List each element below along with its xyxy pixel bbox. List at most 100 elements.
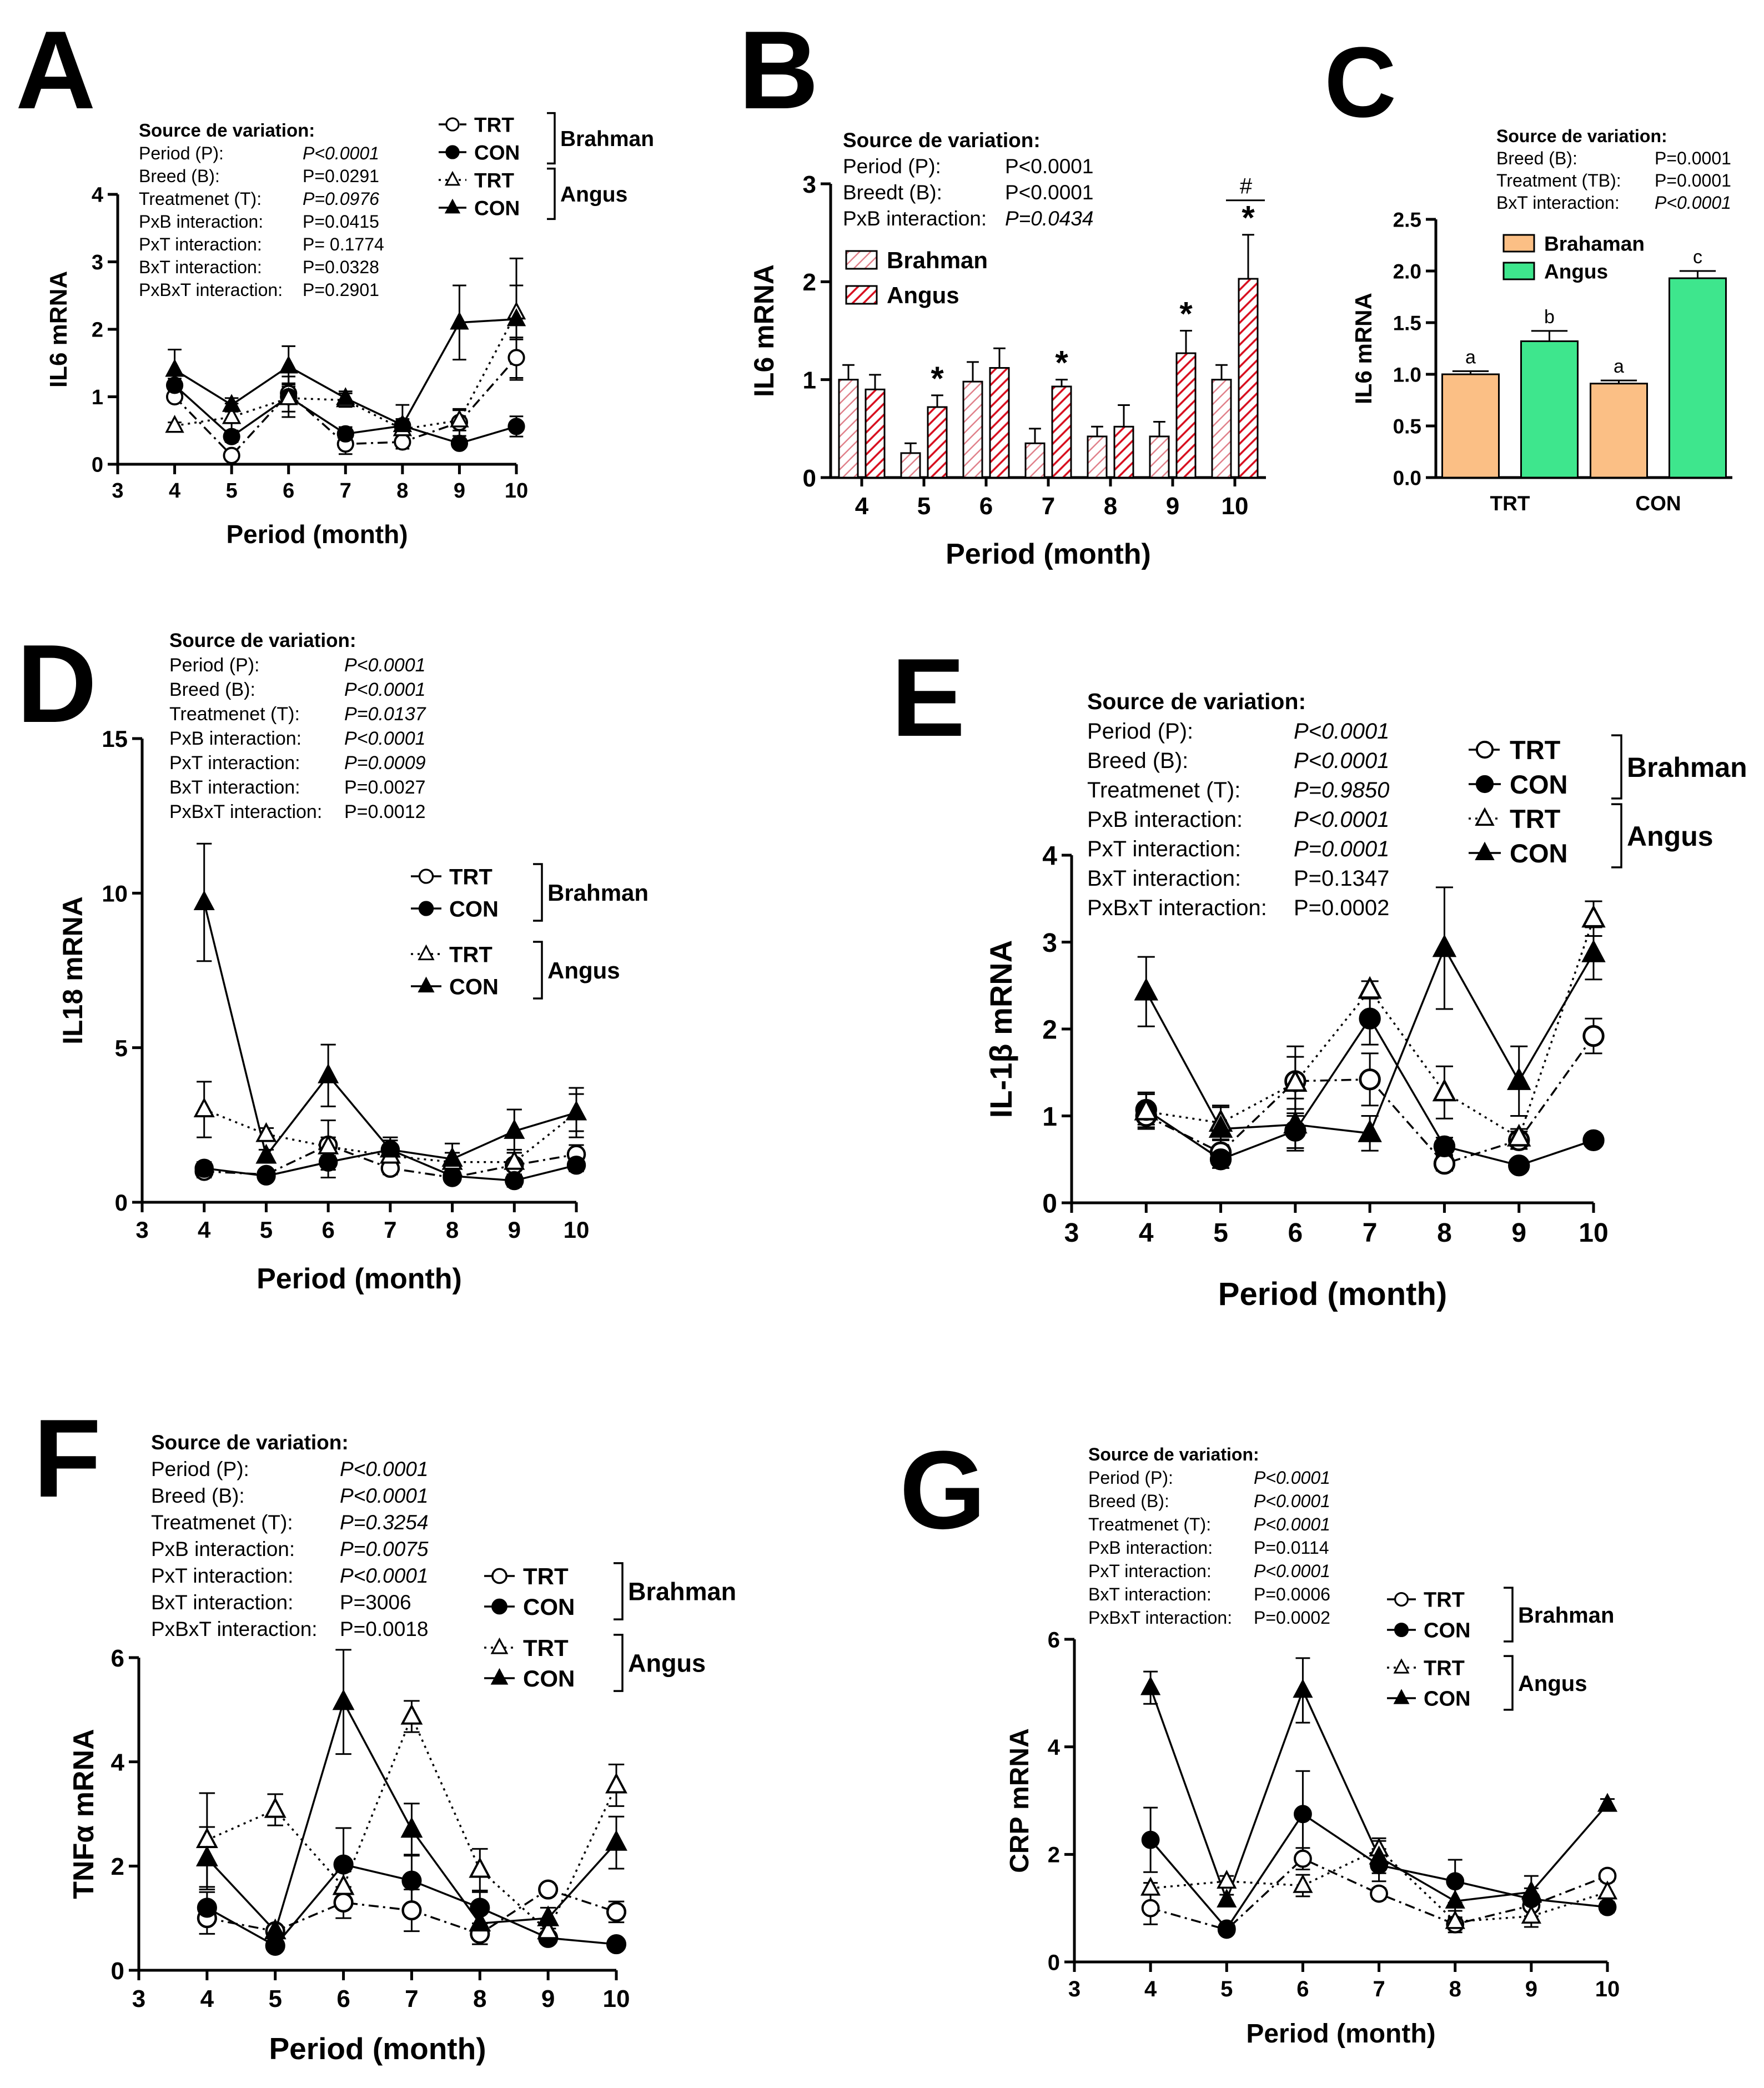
data-point bbox=[264, 1918, 287, 1940]
x-tick-label: 6 bbox=[1288, 1218, 1303, 1248]
y-tick-label: 4 bbox=[92, 184, 103, 207]
data-point bbox=[336, 425, 354, 443]
legend-group-label: Angus bbox=[560, 183, 627, 207]
legend-label: TRT bbox=[449, 865, 492, 889]
y-tick-label: 2 bbox=[111, 1853, 124, 1880]
legend-label: CON bbox=[523, 1665, 575, 1692]
data-point bbox=[1294, 1805, 1312, 1824]
legend-marker bbox=[490, 1668, 509, 1685]
bar bbox=[865, 388, 886, 479]
significance-letter: c bbox=[1693, 247, 1702, 268]
y-tick-label: 2 bbox=[92, 319, 103, 342]
y-tick-label: 2.5 bbox=[1393, 208, 1421, 231]
stats-value: P=0.0009 bbox=[344, 752, 426, 774]
stats-label: Period (P): bbox=[843, 155, 941, 178]
data-point bbox=[264, 1797, 287, 1818]
stats-label: PxBxT interaction: bbox=[1087, 896, 1267, 920]
data-point bbox=[1581, 905, 1606, 928]
legend-marker bbox=[1475, 807, 1495, 826]
data-point bbox=[193, 1097, 215, 1117]
data-point bbox=[469, 1857, 491, 1878]
data-point bbox=[1597, 1880, 1618, 1900]
data-point bbox=[332, 1689, 355, 1710]
panel-letter: B bbox=[738, 8, 818, 132]
data-point bbox=[193, 890, 215, 910]
y-tick-label: 1 bbox=[1042, 1102, 1057, 1132]
x-tick-label: 5 bbox=[268, 1985, 282, 2012]
stats-value: P=0.0001 bbox=[1294, 837, 1389, 861]
panel-letter: E bbox=[891, 636, 965, 760]
legend: Brahman Angus bbox=[845, 247, 988, 308]
significance-star: * bbox=[931, 360, 944, 397]
legend-marker bbox=[1393, 1658, 1410, 1674]
legend-marker bbox=[445, 145, 460, 159]
x-tick-label: CON bbox=[1635, 492, 1681, 515]
x-axis-label: Period (month) bbox=[1246, 2019, 1435, 2049]
stats-label: PxB interaction: bbox=[1088, 1538, 1213, 1558]
bar bbox=[1668, 277, 1727, 479]
data-point bbox=[1370, 1884, 1388, 1903]
legend-label: Angus bbox=[887, 282, 959, 308]
legend-swatch bbox=[845, 285, 878, 305]
y-tick-label: 2 bbox=[1042, 1015, 1057, 1045]
stats-title: Source de variation: bbox=[1088, 1444, 1259, 1464]
data-point bbox=[1134, 1097, 1159, 1121]
x-tick-label: 3 bbox=[1068, 1977, 1080, 2001]
x-tick-label: 8 bbox=[473, 1985, 486, 2012]
y-tick-label: 0 bbox=[115, 1189, 128, 1216]
data-point bbox=[1359, 1007, 1381, 1030]
legend-label: TRT bbox=[1510, 804, 1561, 834]
bar bbox=[927, 406, 948, 479]
significance-star: * bbox=[1179, 295, 1193, 333]
legend-bracket bbox=[614, 1634, 624, 1692]
y-tick-label: 4 bbox=[1042, 841, 1057, 871]
stats-value: P<0.0001 bbox=[1254, 1514, 1330, 1534]
data-point bbox=[394, 433, 411, 451]
y-tick-label: 1 bbox=[803, 367, 816, 394]
data-point bbox=[165, 359, 184, 377]
legend-label: CON bbox=[1510, 770, 1567, 799]
legend-label: TRT bbox=[449, 942, 492, 967]
legend-label: CON bbox=[449, 975, 499, 999]
legend-marker bbox=[490, 1637, 509, 1654]
y-tick-label: 0.0 bbox=[1393, 466, 1421, 489]
axes: 0 2 4 6 bbox=[1048, 1628, 1607, 1975]
legend: TRT CON TRT CON Brahman Angus bbox=[1387, 1587, 1614, 1711]
legend-bracket bbox=[547, 167, 556, 220]
panel-letter: A bbox=[16, 8, 96, 132]
data-point bbox=[1506, 1123, 1531, 1147]
data-point bbox=[504, 1150, 525, 1170]
legend-label: CON bbox=[1424, 1619, 1470, 1643]
legend-label: TRT bbox=[474, 113, 514, 136]
x-tick-label: 9 bbox=[541, 1985, 555, 2012]
y-tick-label: 6 bbox=[1048, 1628, 1060, 1652]
legend: Brahaman Angus bbox=[1502, 232, 1645, 283]
data-point bbox=[1369, 1845, 1389, 1865]
x-tick-label: 10 bbox=[505, 479, 528, 503]
y-tick-label: 0 bbox=[92, 454, 103, 477]
legend-bracket bbox=[1504, 1655, 1514, 1711]
data-point bbox=[1283, 1111, 1308, 1134]
legend-marker bbox=[418, 869, 434, 884]
stats-label: Period (P): bbox=[1087, 719, 1193, 744]
data-point bbox=[1141, 1830, 1160, 1849]
data-point bbox=[165, 377, 184, 394]
legend-label: CON bbox=[523, 1594, 575, 1620]
y-tick-label: 10 bbox=[102, 880, 128, 906]
x-tick-label: 3 bbox=[112, 479, 123, 503]
legend-group-label: Angus bbox=[547, 957, 620, 983]
y-axis-label: IL6 mRNA bbox=[45, 271, 72, 388]
data-point bbox=[195, 1827, 218, 1849]
y-tick-label: 0 bbox=[111, 1958, 124, 1985]
x-tick-label: 3 bbox=[132, 1985, 145, 2012]
legend-swatch bbox=[1502, 234, 1535, 253]
legend-bracket bbox=[1611, 734, 1622, 800]
legend-group-label: Brahman bbox=[1627, 752, 1747, 783]
stats-label: PxBxT interaction: bbox=[139, 280, 283, 300]
data-point bbox=[1508, 1155, 1530, 1177]
x-tick-label: 5 bbox=[260, 1217, 273, 1243]
data-point bbox=[565, 1100, 587, 1121]
y-tick-label: 1.5 bbox=[1393, 312, 1421, 334]
stats-label: Breed (B): bbox=[139, 166, 220, 186]
